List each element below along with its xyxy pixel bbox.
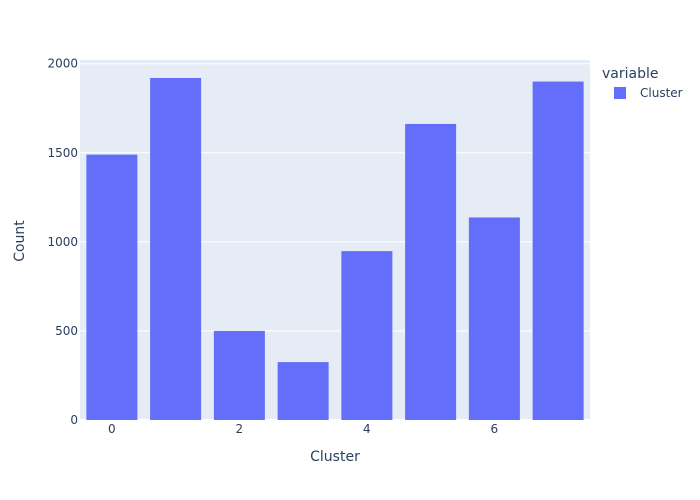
x-axis-ticks: 0 2 4 6 bbox=[108, 422, 498, 436]
legend-title: variable bbox=[602, 66, 658, 82]
y-axis-title: Count bbox=[12, 220, 28, 262]
bar[interactable] bbox=[150, 77, 202, 421]
bar[interactable] bbox=[277, 362, 329, 420]
bar[interactable] bbox=[405, 123, 457, 420]
y-tick-label: 2000 bbox=[47, 57, 78, 71]
y-tick-label: 500 bbox=[55, 324, 78, 338]
bars bbox=[86, 77, 584, 421]
y-tick-label: 0 bbox=[70, 413, 78, 427]
x-tick-label: 0 bbox=[108, 422, 116, 436]
y-axis-ticks: 0 500 1000 1500 2000 bbox=[47, 57, 78, 427]
x-tick-label: 2 bbox=[236, 422, 244, 436]
legend-swatch bbox=[614, 87, 626, 99]
bar[interactable] bbox=[341, 251, 393, 420]
x-tick-label: 4 bbox=[363, 422, 371, 436]
bar[interactable] bbox=[532, 81, 584, 421]
bar[interactable] bbox=[86, 154, 138, 420]
bar[interactable] bbox=[468, 217, 520, 420]
legend-label: Cluster bbox=[640, 86, 683, 100]
x-axis-title: Cluster bbox=[310, 449, 360, 465]
y-tick-label: 1000 bbox=[47, 235, 78, 249]
y-tick-label: 1500 bbox=[47, 146, 78, 160]
legend[interactable]: variable Cluster bbox=[602, 66, 683, 100]
bar[interactable] bbox=[213, 330, 265, 420]
x-tick-label: 6 bbox=[491, 422, 499, 436]
